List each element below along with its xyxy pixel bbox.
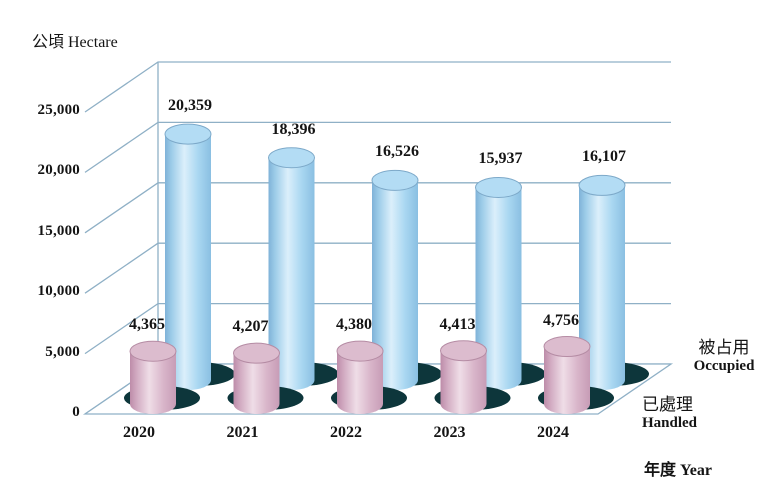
cylinder-body bbox=[544, 346, 590, 414]
x-axis-label: 年度 Year bbox=[644, 462, 712, 479]
cylinder-top bbox=[164, 123, 212, 145]
y-tick-25000: 25,000 bbox=[37, 102, 80, 118]
series-handled bbox=[124, 336, 614, 414]
cylinder-top bbox=[440, 340, 487, 362]
cylinder-body bbox=[440, 350, 487, 414]
value-label-occupied-2021: 18,396 bbox=[271, 120, 316, 138]
series-occupied bbox=[159, 123, 649, 390]
x-tick-2023: 2023 bbox=[433, 424, 466, 441]
series-label-occupied: 被占用 Occupied bbox=[676, 338, 772, 375]
cylinder-top bbox=[578, 174, 626, 196]
cylinder-top bbox=[475, 176, 522, 198]
cylinder-body bbox=[130, 351, 176, 414]
value-label-handled-2023: 4,413 bbox=[439, 315, 476, 333]
series-label-occupied-en: Occupied bbox=[693, 357, 755, 374]
cylinder-top bbox=[336, 340, 384, 362]
cylinder-body bbox=[475, 187, 522, 390]
cylinder-top bbox=[371, 169, 419, 191]
value-label-occupied-2024: 16,107 bbox=[582, 148, 626, 166]
value-label-occupied-2022: 16,526 bbox=[375, 143, 419, 161]
cylinder-body bbox=[579, 185, 625, 390]
value-label-handled-2022: 4,380 bbox=[336, 316, 372, 334]
x-tick-2024: 2024 bbox=[537, 424, 569, 441]
y-tick-15000: 15,000 bbox=[37, 222, 80, 239]
x-tick-2022: 2022 bbox=[330, 424, 362, 441]
series-label-handled-zh: 已處理 bbox=[642, 395, 693, 414]
value-label-occupied-2023: 15,937 bbox=[478, 150, 523, 168]
series-label-occupied-zh: 被占用 bbox=[698, 338, 750, 357]
cylinder-body bbox=[337, 351, 383, 414]
value-label-handled-2020: 4,365 bbox=[129, 316, 165, 334]
x-tick-2021: 2021 bbox=[226, 424, 259, 441]
y-axis-unit-label: 公頃 Hectare bbox=[32, 34, 118, 51]
value-label-handled-2024: 4,756 bbox=[543, 311, 579, 329]
y-tick-20000: 20,000 bbox=[37, 162, 80, 179]
cylinder-top bbox=[543, 336, 591, 358]
value-label-occupied-2020: 20,359 bbox=[168, 97, 212, 115]
y-tick-5000: 5,000 bbox=[45, 343, 80, 360]
series-label-handled: 已處理 Handled bbox=[642, 395, 697, 432]
cylinder-top bbox=[129, 340, 177, 362]
cylinder-top bbox=[268, 147, 315, 169]
cylinder-body bbox=[268, 157, 315, 390]
y-tick-10000: 10,000 bbox=[37, 283, 80, 300]
cylinder-body bbox=[372, 180, 418, 390]
cylinder-body bbox=[233, 353, 280, 414]
value-label-handled-2021: 4,207 bbox=[232, 318, 269, 336]
x-tick-2020: 2020 bbox=[123, 424, 155, 441]
series-label-handled-en: Handled bbox=[642, 414, 698, 431]
y-tick-0: 0 bbox=[72, 404, 80, 420]
cylinder-top bbox=[233, 342, 280, 364]
cylinder-body bbox=[165, 134, 211, 390]
